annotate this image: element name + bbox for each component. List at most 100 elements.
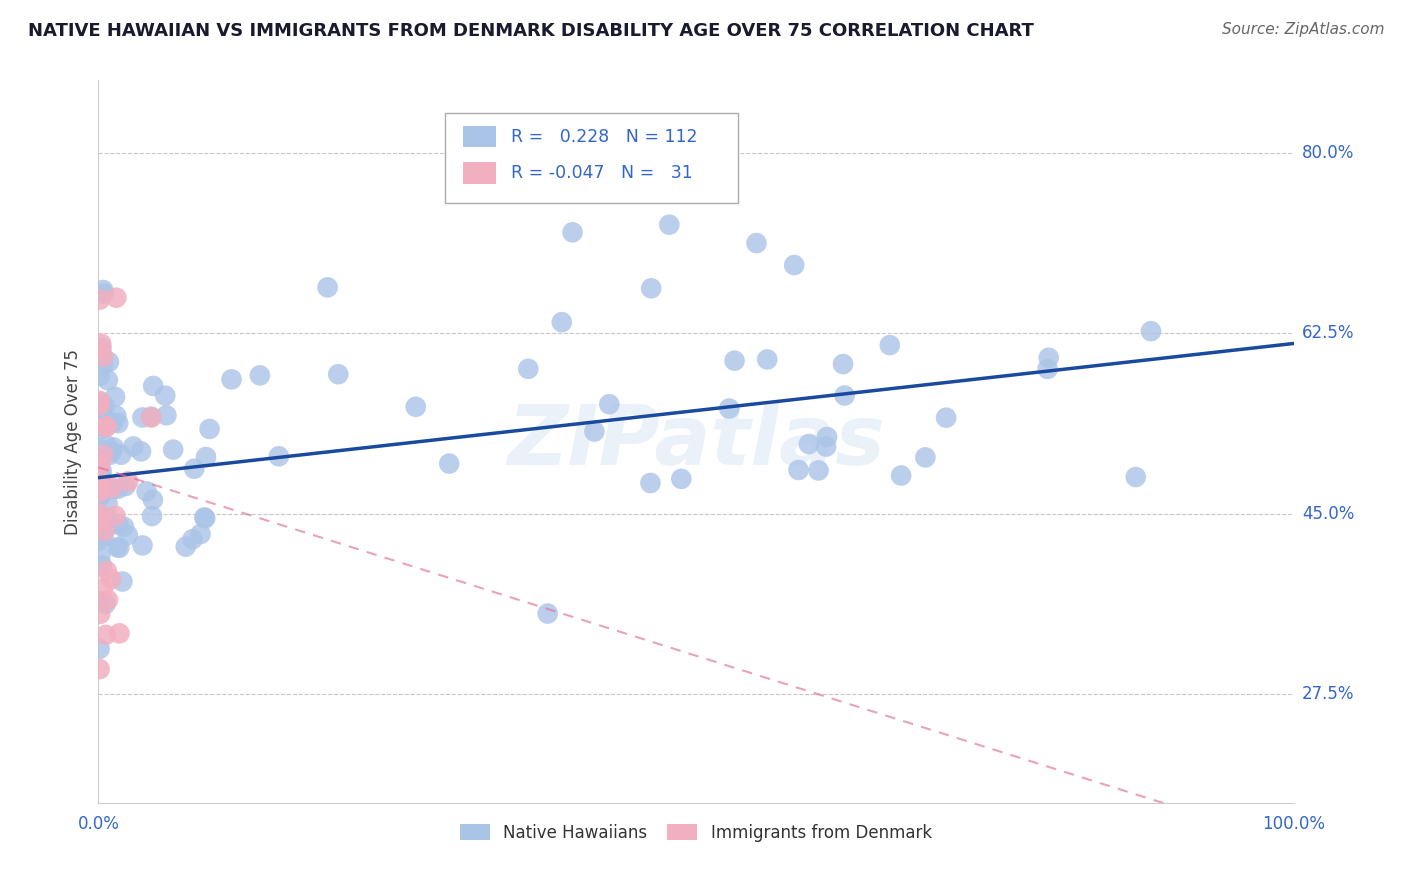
Point [405, 400, 427, 414]
Point [89, 514, 111, 528]
Point [111, 574, 134, 589]
Point [890, 468, 912, 483]
Text: NATIVE HAWAIIAN VS IMMIGRANTS FROM DENMARK DISABILITY AGE OVER 75 CORRELATION CH: NATIVE HAWAIIAN VS IMMIGRANTS FROM DENMA… [28, 22, 1033, 40]
Point [105, 409, 128, 423]
Point [162, 442, 184, 457]
Point [221, 372, 243, 386]
Point [89, 458, 111, 473]
Point [90, 422, 112, 436]
Point [98, 448, 121, 462]
Point [89, 641, 111, 656]
Point [640, 475, 662, 490]
Point [89, 515, 111, 529]
Point [101, 416, 124, 430]
Text: 80.0%: 80.0% [1302, 144, 1354, 161]
Point [807, 463, 830, 477]
Point [96, 438, 118, 452]
Text: 62.5%: 62.5% [1302, 324, 1354, 343]
Point [141, 410, 163, 425]
Point [91, 582, 114, 596]
Point [93, 529, 115, 543]
Point [267, 450, 290, 464]
Point [797, 437, 820, 451]
Point [834, 388, 856, 402]
Point [439, 457, 461, 471]
Point [122, 440, 145, 454]
Point [1038, 351, 1060, 365]
Text: 100.0%: 100.0% [1263, 815, 1324, 833]
Text: 27.5%: 27.5% [1302, 685, 1354, 704]
Point [328, 368, 350, 382]
Point [94, 597, 117, 611]
Point [96, 419, 118, 434]
Point [105, 291, 128, 305]
Point [114, 479, 136, 493]
Point [787, 463, 810, 477]
Point [815, 430, 838, 444]
Point [89, 293, 111, 307]
Point [94, 419, 117, 434]
Point [105, 541, 128, 555]
Point [914, 450, 936, 465]
Point [194, 511, 217, 525]
Point [90, 399, 112, 413]
Point [89, 477, 111, 491]
Point [561, 225, 583, 239]
Point [96, 564, 118, 578]
Point [89, 607, 111, 621]
Point [90, 489, 112, 503]
Point [193, 510, 215, 524]
Point [142, 492, 165, 507]
Point [97, 519, 120, 533]
Point [90, 468, 112, 483]
Y-axis label: Disability Age Over 75: Disability Age Over 75 [65, 349, 83, 534]
Point [174, 540, 197, 554]
Point [96, 511, 118, 525]
Point [107, 416, 129, 430]
Point [89, 472, 111, 486]
Point [249, 368, 271, 383]
Point [815, 440, 838, 454]
Text: R =   0.228   N = 112: R = 0.228 N = 112 [510, 128, 697, 145]
Point [91, 558, 114, 573]
Point [117, 475, 139, 489]
Point [783, 258, 806, 272]
Point [195, 450, 218, 464]
Point [756, 352, 779, 367]
Point [89, 507, 111, 521]
Point [142, 379, 165, 393]
Point [89, 488, 111, 502]
Point [89, 398, 111, 412]
Point [181, 533, 204, 547]
Point [93, 399, 115, 413]
Point [1140, 324, 1163, 338]
Point [100, 481, 122, 495]
FancyBboxPatch shape [463, 162, 496, 184]
Point [93, 286, 115, 301]
Point [101, 482, 124, 496]
Point [93, 358, 115, 372]
Point [935, 410, 957, 425]
Point [723, 353, 745, 368]
Point [104, 390, 127, 404]
Point [135, 484, 157, 499]
Text: ZIPatlas: ZIPatlas [508, 401, 884, 482]
Point [89, 533, 111, 548]
Point [108, 541, 131, 555]
Point [155, 389, 177, 403]
Point [108, 626, 131, 640]
Legend: Native Hawaiians, Immigrants from Denmark: Native Hawaiians, Immigrants from Denmar… [453, 817, 939, 848]
Point [90, 336, 112, 351]
Point [97, 373, 120, 387]
Point [91, 443, 114, 458]
Point [90, 341, 112, 355]
Point [198, 422, 221, 436]
Point [97, 355, 120, 369]
Point [104, 508, 127, 523]
Point [583, 425, 606, 439]
Point [97, 593, 120, 607]
Point [551, 315, 574, 329]
Point [89, 343, 111, 357]
Point [598, 397, 620, 411]
Point [90, 464, 112, 478]
